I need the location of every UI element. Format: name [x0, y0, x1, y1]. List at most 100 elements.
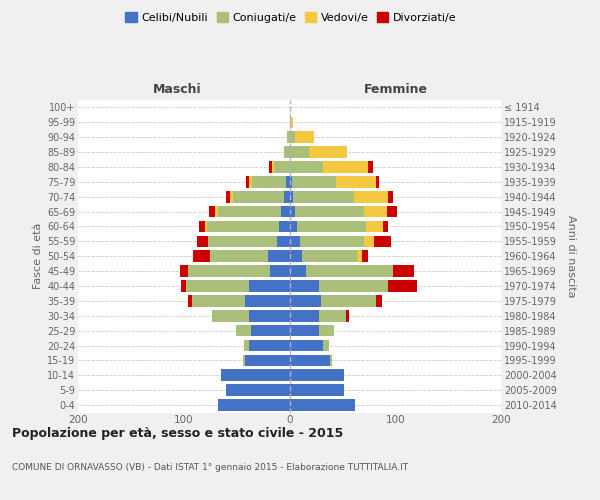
Bar [346, 310, 349, 322]
Bar [290, 370, 344, 381]
Bar [218, 400, 290, 411]
Bar [269, 161, 272, 173]
Bar [376, 295, 382, 306]
Bar [290, 280, 319, 292]
Bar [368, 161, 373, 173]
Bar [290, 400, 355, 411]
Bar [226, 384, 290, 396]
Bar [290, 236, 300, 247]
Bar [290, 161, 323, 173]
Bar [323, 340, 329, 351]
Text: Maschi: Maschi [152, 83, 202, 96]
Bar [364, 206, 387, 218]
Bar [221, 370, 290, 381]
Bar [319, 280, 388, 292]
Bar [179, 266, 188, 277]
Bar [293, 191, 354, 202]
Bar [188, 266, 271, 277]
Bar [290, 220, 297, 232]
Bar [292, 176, 336, 188]
Bar [286, 176, 290, 188]
Bar [250, 176, 253, 188]
Bar [290, 384, 344, 396]
Bar [243, 354, 245, 366]
Bar [295, 206, 364, 218]
Bar [197, 236, 208, 247]
Bar [271, 266, 290, 277]
Bar [365, 220, 383, 232]
Bar [329, 354, 332, 366]
Bar [290, 191, 293, 202]
Bar [307, 266, 393, 277]
Bar [290, 295, 321, 306]
Bar [297, 220, 365, 232]
Bar [290, 176, 292, 188]
Bar [287, 132, 290, 143]
Bar [321, 295, 376, 306]
Bar [308, 146, 347, 158]
Bar [181, 280, 186, 292]
Bar [376, 176, 379, 188]
Bar [230, 191, 233, 202]
Bar [277, 236, 290, 247]
Text: Femmine: Femmine [364, 83, 428, 96]
Bar [354, 191, 388, 202]
Bar [290, 132, 295, 143]
Bar [272, 161, 274, 173]
Bar [245, 354, 290, 366]
Bar [268, 250, 290, 262]
Bar [188, 295, 192, 306]
Bar [207, 220, 279, 232]
Bar [290, 116, 293, 128]
Bar [281, 206, 290, 218]
Bar [323, 161, 368, 173]
Bar [199, 220, 205, 232]
Bar [236, 325, 251, 336]
Bar [362, 250, 368, 262]
Bar [209, 206, 215, 218]
Bar [387, 206, 397, 218]
Bar [290, 310, 319, 322]
Bar [251, 325, 290, 336]
Bar [253, 176, 286, 188]
Bar [383, 220, 388, 232]
Text: COMUNE DI ORNAVASSO (VB) - Dati ISTAT 1° gennaio 2015 - Elaborazione TUTTITALIA.: COMUNE DI ORNAVASSO (VB) - Dati ISTAT 1°… [12, 462, 408, 471]
Bar [245, 295, 290, 306]
Bar [336, 176, 376, 188]
Bar [250, 340, 290, 351]
Bar [290, 354, 329, 366]
Bar [212, 310, 250, 322]
Bar [205, 220, 207, 232]
Bar [393, 266, 414, 277]
Bar [388, 280, 418, 292]
Bar [193, 250, 210, 262]
Bar [210, 250, 268, 262]
Bar [290, 340, 323, 351]
Bar [319, 325, 334, 336]
Bar [208, 236, 277, 247]
Bar [290, 266, 307, 277]
Bar [295, 132, 314, 143]
Bar [290, 146, 308, 158]
Bar [302, 250, 357, 262]
Bar [244, 340, 250, 351]
Y-axis label: Fasce di età: Fasce di età [32, 223, 43, 290]
Bar [250, 310, 290, 322]
Bar [374, 236, 391, 247]
Bar [192, 295, 245, 306]
Bar [357, 250, 362, 262]
Bar [290, 250, 302, 262]
Bar [186, 280, 250, 292]
Bar [250, 280, 290, 292]
Bar [274, 161, 290, 173]
Text: Popolazione per età, sesso e stato civile - 2015: Popolazione per età, sesso e stato civil… [12, 428, 343, 440]
Bar [284, 146, 290, 158]
Bar [215, 206, 218, 218]
Bar [364, 236, 374, 247]
Bar [284, 191, 290, 202]
Bar [246, 176, 250, 188]
Bar [233, 191, 284, 202]
Bar [290, 206, 295, 218]
Bar [300, 236, 364, 247]
Bar [226, 191, 230, 202]
